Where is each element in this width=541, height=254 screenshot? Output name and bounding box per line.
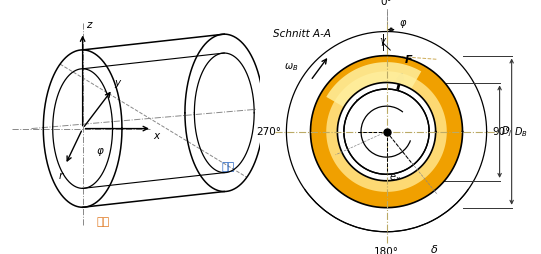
Text: 180°: 180° xyxy=(374,247,399,254)
Text: F: F xyxy=(405,55,413,65)
Text: φ: φ xyxy=(97,146,104,156)
Text: e: e xyxy=(412,149,419,160)
Text: r: r xyxy=(58,171,63,181)
Polygon shape xyxy=(311,56,463,208)
Text: 90°: 90° xyxy=(492,127,511,137)
Text: e$_z$: e$_z$ xyxy=(344,118,356,130)
Text: D$_B$: D$_B$ xyxy=(513,125,527,138)
Text: D$_j$: D$_j$ xyxy=(502,124,513,139)
Polygon shape xyxy=(326,71,447,192)
Polygon shape xyxy=(326,62,421,107)
Text: 270°: 270° xyxy=(256,127,281,137)
Text: e$_x$: e$_x$ xyxy=(390,172,401,184)
Text: 轴承: 轴承 xyxy=(96,217,109,227)
Text: z: z xyxy=(86,20,91,30)
Text: 0°: 0° xyxy=(381,0,392,7)
Text: ω$_B$: ω$_B$ xyxy=(284,61,299,73)
Text: φ: φ xyxy=(399,18,406,28)
Text: δ: δ xyxy=(431,245,438,254)
Text: x: x xyxy=(154,131,160,141)
Circle shape xyxy=(344,89,429,174)
Text: y: y xyxy=(114,78,120,88)
Text: 衬套: 衬套 xyxy=(222,162,235,172)
Text: ω$_j$: ω$_j$ xyxy=(354,98,366,110)
Text: Schnitt A-A: Schnitt A-A xyxy=(273,29,332,39)
Text: γ: γ xyxy=(379,36,385,46)
